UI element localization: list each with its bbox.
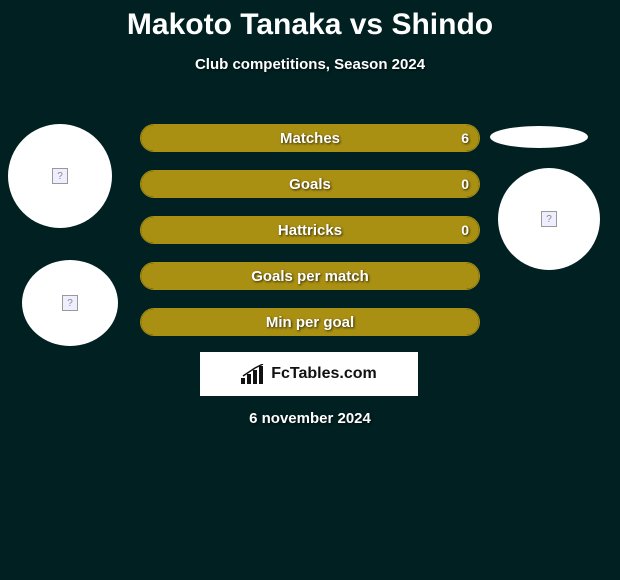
image-placeholder-icon: ? — [541, 211, 557, 227]
stat-label: Matches — [141, 125, 479, 151]
stat-bar-goals: Goals 0 — [140, 170, 480, 198]
stat-bar-min-per-goal: Min per goal — [140, 308, 480, 336]
player-avatar-right-2: ? — [498, 168, 600, 270]
brand-box: FcTables.com — [200, 352, 418, 396]
stat-bar-matches: Matches 6 — [140, 124, 480, 152]
stat-label: Min per goal — [141, 309, 479, 335]
stats-container: Matches 6 Goals 0 Hattricks 0 Goals per … — [140, 124, 480, 354]
bars-icon — [241, 364, 267, 384]
player-avatar-left-2: ? — [22, 260, 118, 346]
stat-value: 0 — [461, 171, 469, 197]
date-text: 6 november 2024 — [0, 410, 620, 427]
image-placeholder-icon: ? — [52, 168, 68, 184]
stat-label: Goals — [141, 171, 479, 197]
stat-value: 0 — [461, 217, 469, 243]
stat-bar-goals-per-match: Goals per match — [140, 262, 480, 290]
stat-label: Hattricks — [141, 217, 479, 243]
stat-bar-hattricks: Hattricks 0 — [140, 216, 480, 244]
page-title: Makoto Tanaka vs Shindo — [0, 0, 620, 42]
image-placeholder-icon: ? — [62, 295, 78, 311]
brand-text: FcTables.com — [271, 365, 377, 383]
player-avatar-right-1 — [490, 126, 588, 148]
page-subtitle: Club competitions, Season 2024 — [0, 56, 620, 73]
stat-label: Goals per match — [141, 263, 479, 289]
stat-value: 6 — [461, 125, 469, 151]
player-avatar-left-1: ? — [8, 124, 112, 228]
